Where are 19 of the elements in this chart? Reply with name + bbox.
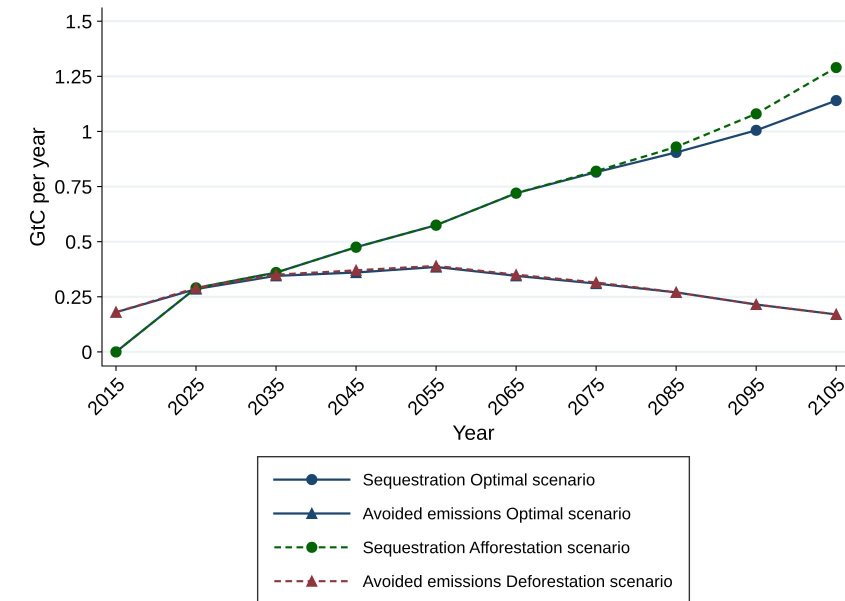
point <box>830 62 842 74</box>
legend-label: Sequestration Optimal scenario <box>363 473 594 489</box>
point <box>350 264 362 276</box>
legend-label: Avoided emissions Deforestation scenario <box>362 574 672 588</box>
x-axis-title: Year <box>452 425 494 440</box>
y-tick-label: 0 <box>82 345 92 360</box>
legend-label: Sequestration Afforestation scenario <box>363 541 630 557</box>
point <box>750 124 762 136</box>
y-tick-label: 1.5 <box>66 14 92 28</box>
y-axis-title: GtC per year <box>30 128 49 246</box>
point <box>670 141 682 152</box>
y-tick-label: 0.75 <box>55 180 92 194</box>
y-tick-label: 1.25 <box>56 70 92 84</box>
point <box>750 108 762 120</box>
legend-label: Avoided emissions Optimal scenario <box>362 507 630 523</box>
y-tick-label: 0.25 <box>55 290 92 304</box>
y-tick-label: 0.5 <box>66 235 92 249</box>
point <box>830 95 842 106</box>
y-tick-label: 1 <box>82 125 92 138</box>
